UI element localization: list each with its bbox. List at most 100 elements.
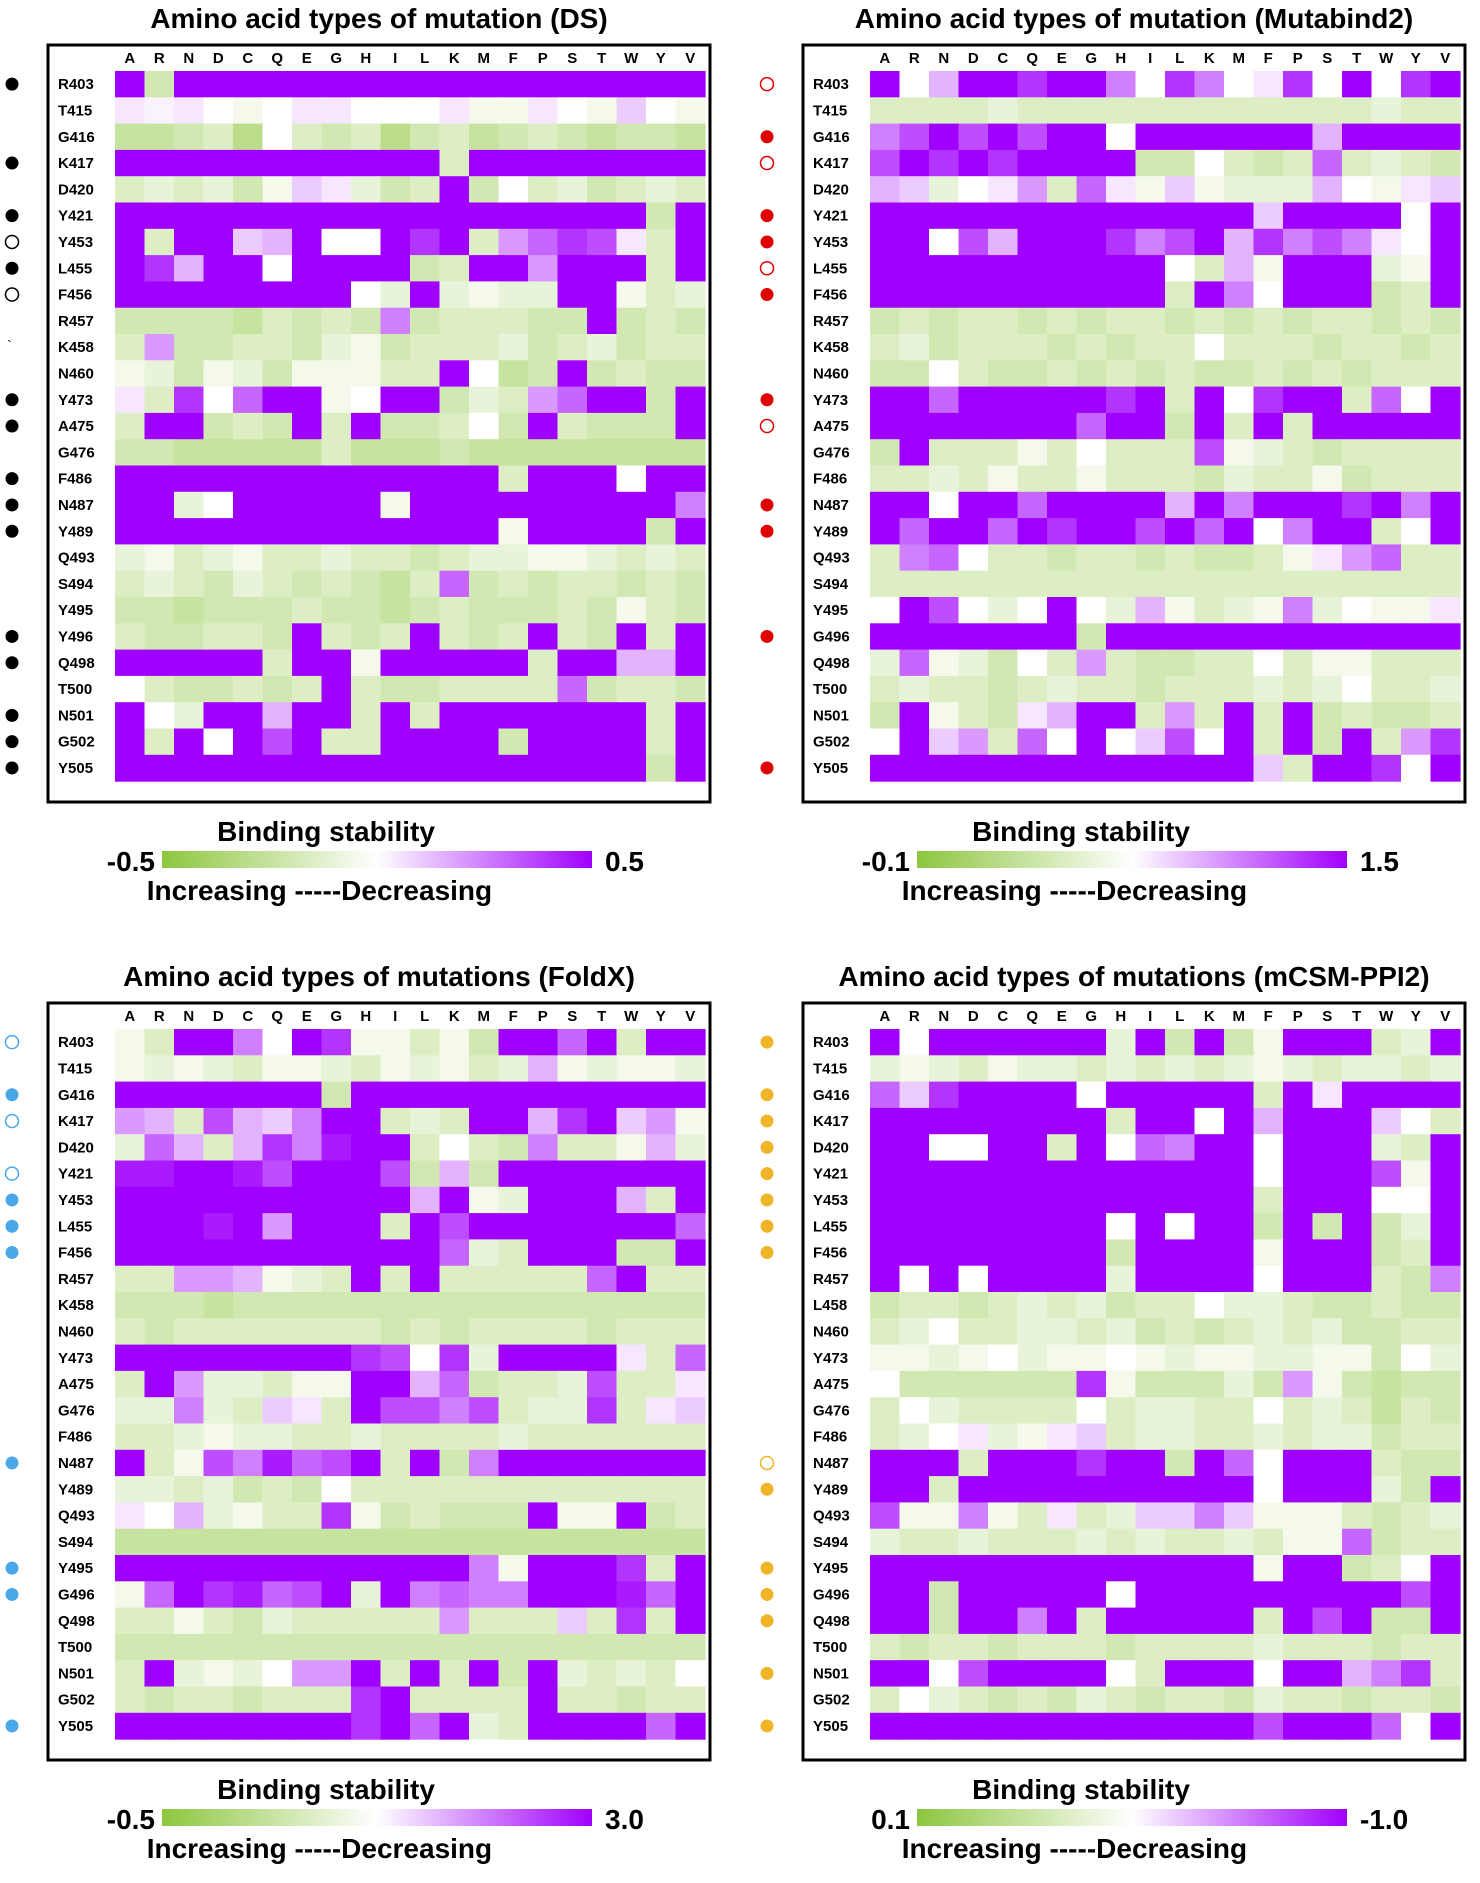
heatmap-cell xyxy=(1430,1633,1461,1661)
significance-marker-filled xyxy=(760,288,774,302)
heatmap-cell xyxy=(528,71,559,98)
heatmap-cell xyxy=(144,281,175,309)
heatmap-cell xyxy=(988,1633,1019,1661)
heatmap-cell xyxy=(616,1186,647,1214)
heatmap-cell xyxy=(646,412,677,440)
heatmap-cell xyxy=(1017,1449,1048,1477)
heatmap-cell xyxy=(1342,649,1373,677)
heatmap-cell xyxy=(1194,1265,1225,1293)
heatmap-cell xyxy=(262,1423,293,1451)
heatmap-cell xyxy=(1194,1581,1225,1609)
heatmap-cell xyxy=(1106,1160,1137,1188)
heatmap-cell xyxy=(1047,360,1078,388)
heatmap-cell xyxy=(1253,1449,1284,1477)
heatmap-cell xyxy=(958,1449,989,1477)
heatmap-cell xyxy=(1283,728,1314,756)
heatmap-panel-4: Amino acid types of mutations (mCSM-PPI2… xyxy=(759,961,1467,1864)
heatmap-cell xyxy=(174,728,205,756)
heatmap-cell xyxy=(1224,255,1255,282)
heatmap-cell xyxy=(115,1081,146,1109)
heatmap-cell xyxy=(1253,649,1284,677)
heatmap-cell xyxy=(498,176,529,204)
heatmap-cell xyxy=(1371,1344,1402,1372)
heatmap-cell xyxy=(439,334,470,361)
heatmap-cell xyxy=(929,1318,960,1346)
heatmap-cell xyxy=(1312,71,1343,98)
heatmap-cell xyxy=(321,1265,352,1293)
heatmap-cell xyxy=(439,1134,470,1162)
heatmap-cell xyxy=(557,754,588,782)
heatmap-cell xyxy=(675,1239,706,1267)
heatmap-cell xyxy=(351,71,382,98)
heatmap-cell xyxy=(557,623,588,651)
heatmap-cell xyxy=(557,1502,588,1530)
heatmap-cell xyxy=(1076,1029,1107,1056)
column-label: F xyxy=(1264,1008,1273,1025)
heatmap-cell xyxy=(498,1055,529,1083)
heatmap-cell xyxy=(174,202,205,230)
heatmap-cell xyxy=(469,518,500,545)
heatmap-cell xyxy=(899,1213,930,1240)
heatmap-cell xyxy=(616,71,647,98)
heatmap-cell xyxy=(587,570,618,598)
legend-min-label: -0.5 xyxy=(107,846,155,877)
heatmap-cell xyxy=(115,71,146,98)
heatmap-cell xyxy=(675,1344,706,1372)
heatmap-cell xyxy=(1135,1607,1166,1635)
heatmap-cell xyxy=(1342,71,1373,98)
heatmap-cell xyxy=(233,1502,264,1530)
heatmap-cell xyxy=(144,1555,175,1582)
heatmap-cell xyxy=(321,1318,352,1346)
heatmap-cell xyxy=(988,360,1019,388)
row-label: D420 xyxy=(813,181,849,198)
heatmap-cell xyxy=(616,1213,647,1240)
heatmap-cell xyxy=(321,597,352,624)
heatmap-cell xyxy=(262,1081,293,1109)
heatmap-cell xyxy=(1253,675,1284,703)
heatmap-cell xyxy=(174,360,205,388)
heatmap-cell xyxy=(1283,149,1314,177)
heatmap-cell xyxy=(870,1397,901,1425)
heatmap-cell xyxy=(929,307,960,335)
heatmap-cell xyxy=(233,728,264,756)
heatmap-cell xyxy=(929,176,960,204)
heatmap-cell xyxy=(1076,281,1107,309)
heatmap-cell xyxy=(380,1607,411,1635)
heatmap-cell xyxy=(1106,1081,1137,1109)
heatmap-cell xyxy=(292,649,323,677)
heatmap-cell xyxy=(410,1370,441,1398)
heatmap-cell xyxy=(988,1029,1019,1056)
heatmap-cell xyxy=(1283,1029,1314,1056)
heatmap-cell xyxy=(1135,123,1166,151)
heatmap-cell xyxy=(675,1055,706,1083)
heatmap-cell xyxy=(410,1476,441,1503)
heatmap-cell xyxy=(380,1686,411,1714)
heatmap-cell xyxy=(498,465,529,493)
heatmap-cell xyxy=(144,176,175,204)
heatmap-cell xyxy=(410,71,441,98)
row-label: K417 xyxy=(813,1113,849,1130)
heatmap-cell xyxy=(469,491,500,519)
heatmap-cell xyxy=(929,1686,960,1714)
heatmap-cell xyxy=(528,623,559,651)
heatmap-cell xyxy=(528,597,559,624)
heatmap-cell xyxy=(899,1633,930,1661)
heatmap-cell xyxy=(439,597,470,624)
heatmap-cell xyxy=(557,307,588,335)
heatmap-cell xyxy=(988,307,1019,335)
heatmap-cell xyxy=(958,1107,989,1135)
heatmap-cell xyxy=(1106,1449,1137,1477)
heatmap-cell xyxy=(528,439,559,467)
row-label: Q493 xyxy=(58,550,95,567)
heatmap-cell xyxy=(233,1239,264,1267)
row-label: N460 xyxy=(813,365,849,382)
heatmap-cell xyxy=(439,307,470,335)
heatmap-cell xyxy=(587,465,618,493)
heatmap-cell xyxy=(958,491,989,519)
heatmap-cell xyxy=(144,123,175,151)
heatmap-cell xyxy=(498,1292,529,1319)
significance-marker-filled xyxy=(760,1719,774,1733)
heatmap-cell xyxy=(1401,386,1432,414)
heatmap-cell xyxy=(1283,544,1314,572)
heatmap-cell xyxy=(1017,1134,1048,1162)
